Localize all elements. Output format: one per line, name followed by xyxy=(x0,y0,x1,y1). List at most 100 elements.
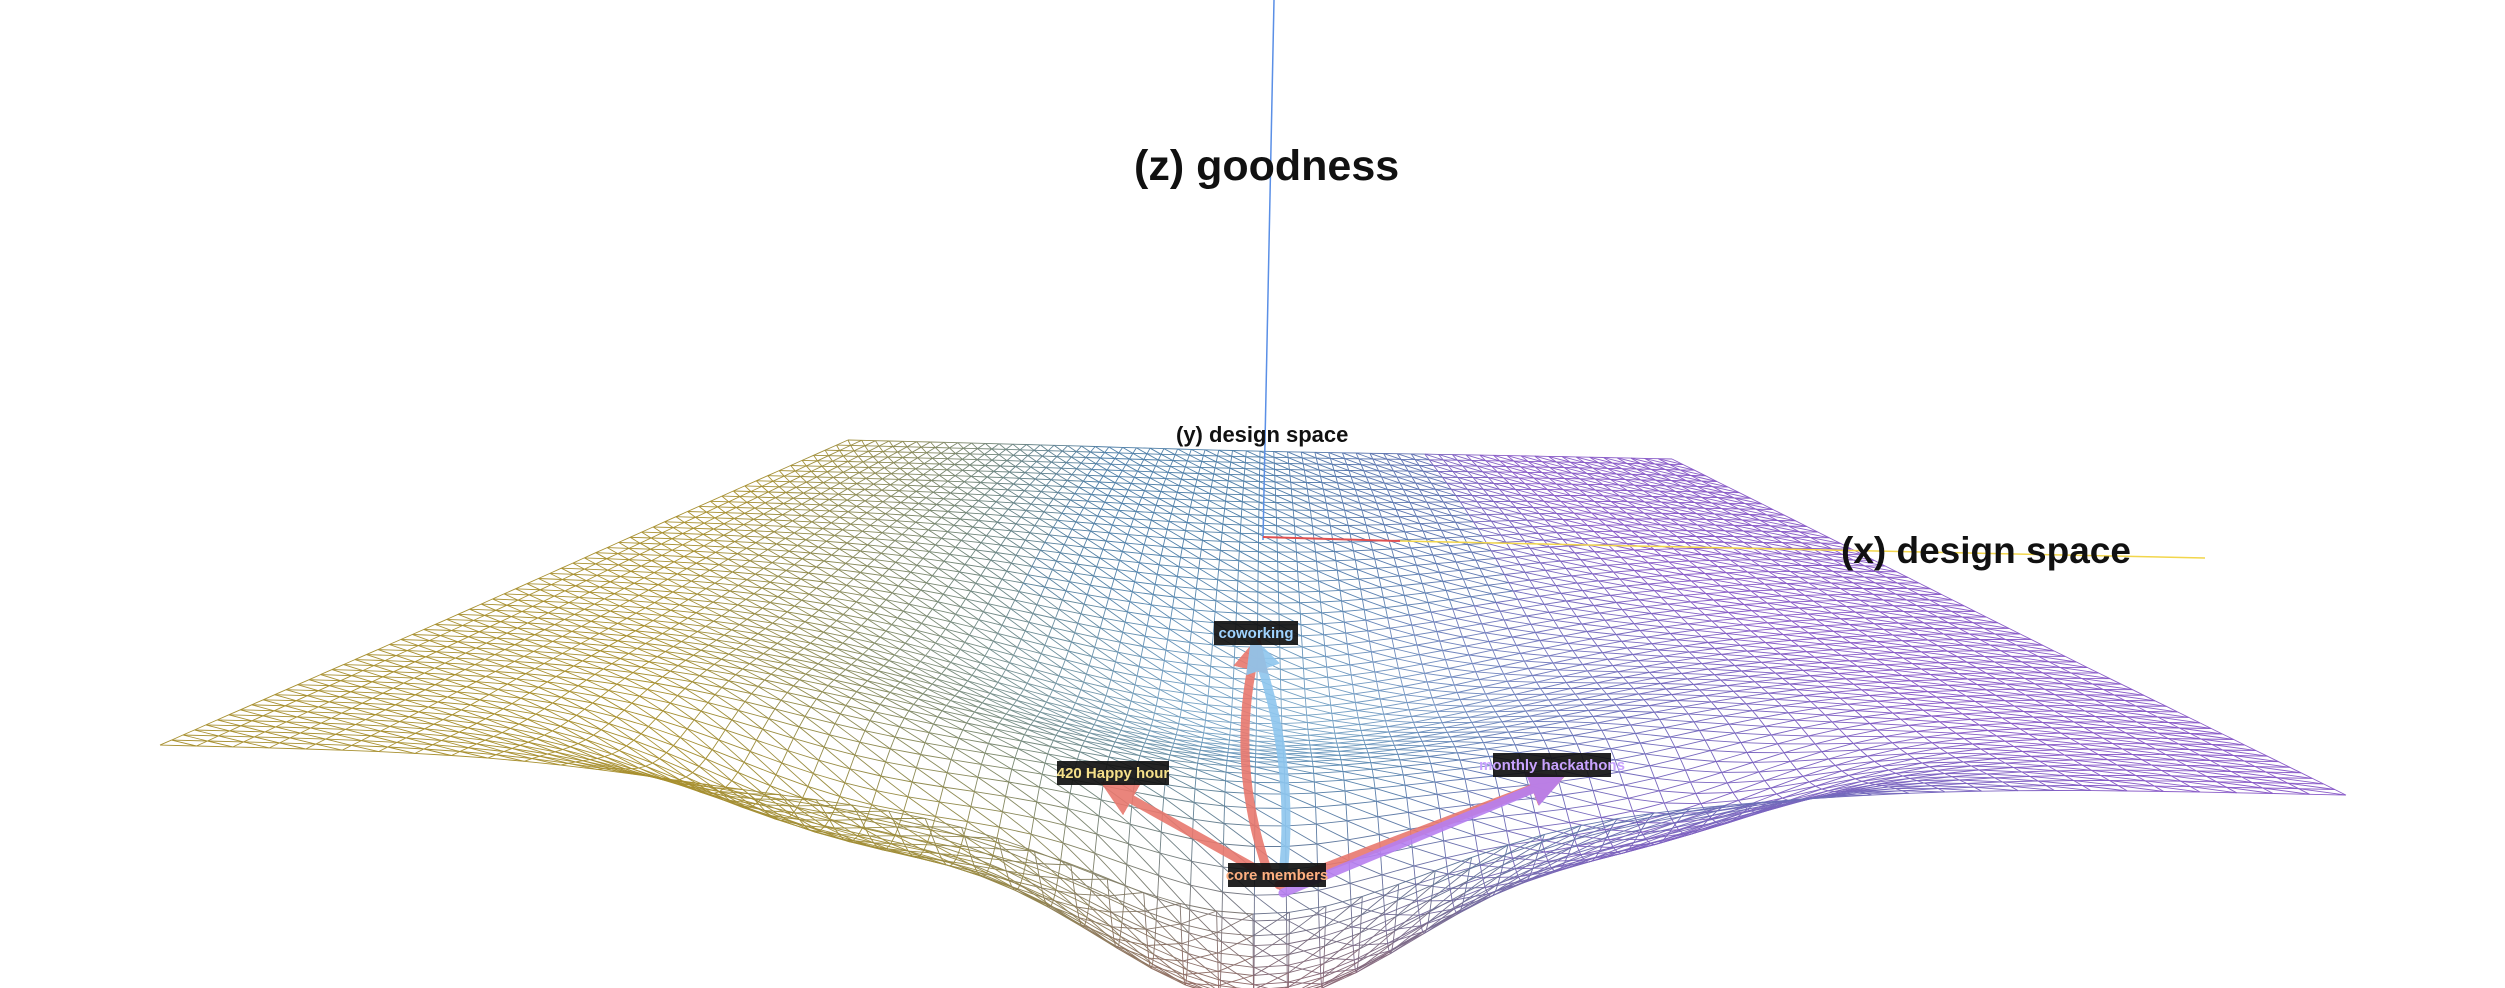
mesh-edge xyxy=(1137,675,1162,681)
mesh-edge xyxy=(954,505,967,514)
mesh-edge xyxy=(617,553,640,555)
mesh-edge xyxy=(915,623,922,631)
mesh-edge xyxy=(1509,483,1532,490)
mesh-edge xyxy=(1842,576,1854,584)
mesh-edge xyxy=(757,496,776,499)
mesh-edge xyxy=(1044,578,1050,588)
mesh-edge xyxy=(677,573,701,577)
mesh-edge xyxy=(923,463,932,470)
mesh-edge xyxy=(1002,477,1014,485)
mesh-edge xyxy=(920,589,939,603)
mesh-edge xyxy=(732,571,748,581)
mesh-edge xyxy=(1929,599,1941,607)
mesh-edge xyxy=(1075,514,1081,523)
mesh-edge xyxy=(931,474,940,481)
mesh-edge xyxy=(800,578,817,589)
mesh-edge xyxy=(866,512,879,520)
mesh-edge xyxy=(1747,571,1778,579)
mesh-edge xyxy=(1675,490,1702,498)
mesh-edge xyxy=(1518,477,1541,485)
mesh-edge xyxy=(1110,578,1115,589)
mesh-edge xyxy=(1010,608,1030,623)
mesh-edge xyxy=(1483,576,1489,586)
mesh-edge xyxy=(1436,563,1460,571)
mesh-edge xyxy=(1162,537,1166,547)
mesh-edge xyxy=(849,607,874,614)
mesh-edge xyxy=(1212,644,1235,647)
mesh-edge xyxy=(906,441,917,448)
mesh-edge xyxy=(1060,552,1081,556)
mesh-edge xyxy=(1394,556,1414,559)
mesh-edge xyxy=(1671,480,1698,487)
mesh-edge xyxy=(1085,451,1091,458)
mesh-edge xyxy=(1087,500,1102,510)
mesh-edge xyxy=(1157,573,1178,577)
mesh-edge xyxy=(1384,482,1404,490)
mesh-edge xyxy=(750,560,773,564)
mesh-edge xyxy=(737,547,747,555)
mesh-edge xyxy=(1066,506,1084,509)
mesh-edge xyxy=(1391,638,1395,649)
mesh-edge xyxy=(970,475,981,483)
mesh-edge xyxy=(1448,599,1454,610)
mesh-edge xyxy=(1188,652,1212,657)
mesh-edge xyxy=(1616,457,1628,464)
mesh-edge xyxy=(1430,611,1435,623)
mesh-edge xyxy=(1237,560,1240,571)
mesh-edge xyxy=(953,518,961,526)
mesh-edge xyxy=(1119,560,1138,573)
mesh-edge xyxy=(1102,548,1120,561)
mesh-edge xyxy=(1147,625,1170,630)
mesh-edge xyxy=(1056,560,1077,565)
mesh-edge xyxy=(1609,595,1617,603)
mesh-edge xyxy=(1005,530,1012,539)
mesh-edge xyxy=(1509,483,1516,490)
mesh-edge xyxy=(1318,581,1320,592)
mesh-edge xyxy=(1177,491,1194,494)
mesh-edge xyxy=(1007,489,1020,498)
mesh-edge xyxy=(630,570,645,579)
mesh-edge xyxy=(675,511,688,518)
mesh-edge xyxy=(1110,463,1126,466)
mesh-edge xyxy=(1495,598,1518,603)
mesh-edge xyxy=(1751,610,1761,618)
mesh-edge xyxy=(1587,525,1595,532)
mesh-edge xyxy=(1655,479,1666,487)
mesh-edge xyxy=(1087,594,1109,599)
mesh-edge xyxy=(1160,453,1174,461)
mesh-edge xyxy=(792,520,804,528)
mesh-edge xyxy=(820,516,832,524)
mesh-edge xyxy=(1419,571,1440,575)
mesh-edge xyxy=(969,464,979,472)
mesh-edge xyxy=(1515,507,1540,515)
mesh-edge xyxy=(1051,456,1058,463)
mesh-edge xyxy=(1027,574,1045,588)
mesh-edge xyxy=(1011,562,1032,567)
mesh-edge xyxy=(1352,482,1356,490)
mesh-edge xyxy=(1225,487,1228,495)
mesh-edge xyxy=(1060,552,1077,565)
mesh-edge xyxy=(1151,519,1168,530)
mesh-edge xyxy=(1217,450,1220,457)
mesh-edge xyxy=(1652,496,1662,503)
mesh-edge xyxy=(692,539,714,541)
mesh-edge xyxy=(872,451,884,458)
mesh-edge xyxy=(1723,541,1753,549)
mesh-edge xyxy=(1626,543,1635,551)
mesh-edge xyxy=(1571,573,1593,577)
mesh-edge xyxy=(1053,526,1073,530)
mesh-edge xyxy=(955,546,976,551)
mesh-edge xyxy=(1667,603,1675,612)
mesh-edge xyxy=(777,590,786,598)
mesh-edge xyxy=(1511,636,1517,646)
mesh-edge xyxy=(1008,508,1027,511)
mesh-edge xyxy=(954,578,976,584)
mesh-edge xyxy=(819,504,830,512)
mesh-edge xyxy=(889,526,903,535)
mesh-edge xyxy=(1178,566,1198,579)
mesh-edge xyxy=(881,489,900,492)
mesh-edge xyxy=(989,501,997,509)
mesh-edge xyxy=(1338,579,1361,590)
mesh-edge xyxy=(1079,507,1085,515)
mesh-edge xyxy=(978,611,984,620)
